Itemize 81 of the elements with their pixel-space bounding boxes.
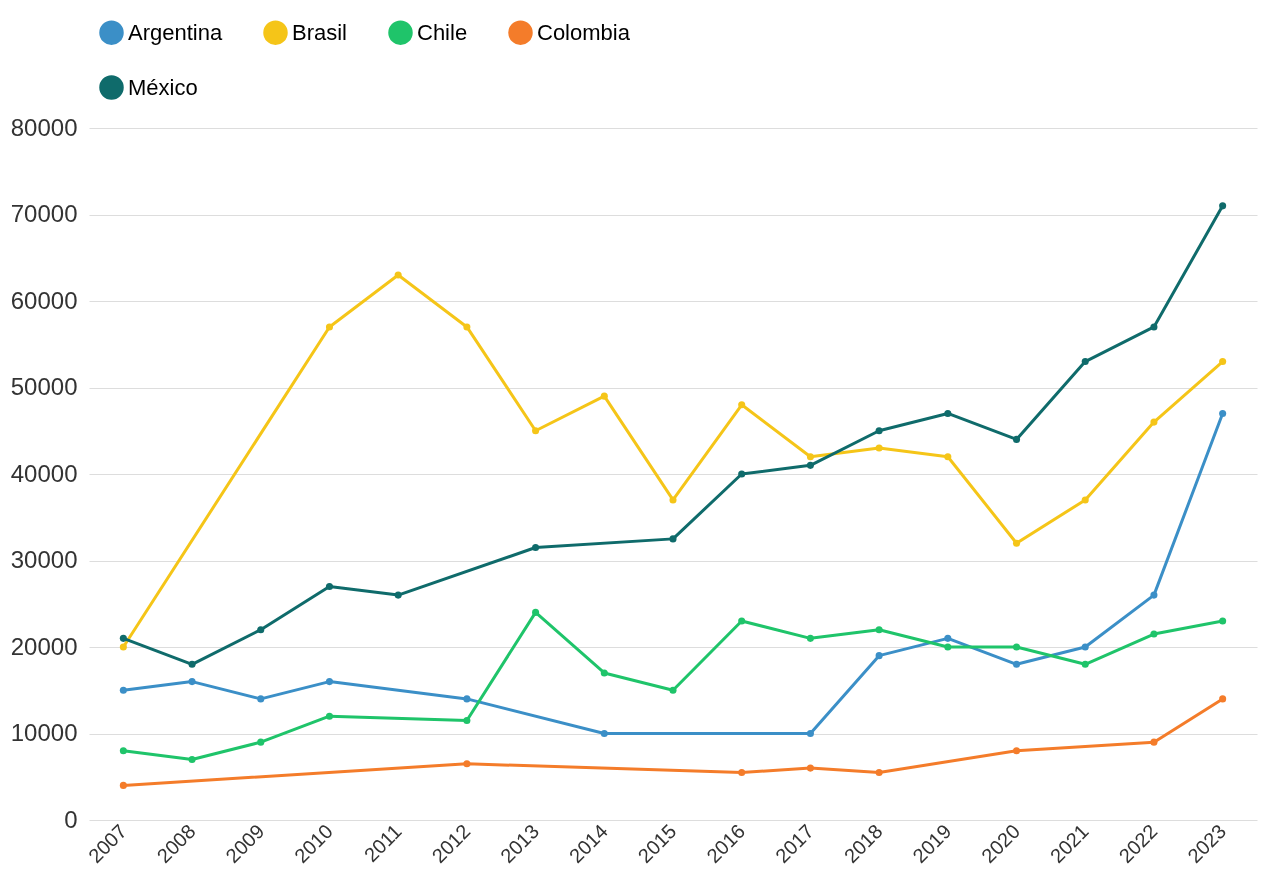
point bbox=[738, 401, 746, 409]
legend-label: Chile bbox=[417, 19, 468, 45]
point bbox=[532, 544, 540, 552]
point bbox=[532, 427, 540, 435]
point bbox=[1219, 695, 1227, 703]
point bbox=[1081, 643, 1089, 651]
point bbox=[875, 652, 883, 660]
legend-label: Argentina bbox=[128, 19, 223, 45]
point bbox=[1219, 617, 1227, 625]
point bbox=[325, 582, 334, 590]
point bbox=[532, 608, 540, 616]
point bbox=[463, 323, 471, 331]
point bbox=[463, 695, 471, 703]
point bbox=[325, 678, 334, 686]
point bbox=[600, 729, 608, 738]
point bbox=[1012, 660, 1021, 668]
point bbox=[875, 768, 883, 776]
point bbox=[738, 617, 746, 625]
point bbox=[188, 660, 196, 668]
point bbox=[119, 747, 127, 755]
point bbox=[1150, 418, 1158, 426]
point bbox=[463, 717, 471, 725]
point bbox=[738, 768, 746, 776]
point bbox=[188, 678, 196, 686]
point bbox=[1012, 435, 1021, 443]
point bbox=[944, 409, 952, 417]
point bbox=[1219, 358, 1227, 366]
point bbox=[806, 764, 814, 772]
point bbox=[669, 686, 677, 694]
y-tick-label: 70000 bbox=[10, 200, 78, 227]
point bbox=[944, 634, 952, 642]
point bbox=[119, 686, 127, 694]
point bbox=[1012, 643, 1021, 651]
point bbox=[600, 392, 608, 400]
point bbox=[325, 323, 334, 331]
point bbox=[325, 712, 334, 720]
point bbox=[257, 695, 265, 703]
point bbox=[806, 634, 814, 642]
point bbox=[1219, 409, 1227, 417]
point bbox=[1081, 496, 1089, 504]
y-tick-label: 30000 bbox=[10, 546, 78, 573]
legend-label: Colombia bbox=[537, 19, 631, 45]
point bbox=[1012, 539, 1021, 547]
point bbox=[669, 535, 677, 543]
point bbox=[119, 634, 127, 642]
point bbox=[806, 729, 814, 738]
point bbox=[1081, 358, 1089, 366]
point bbox=[257, 626, 265, 634]
point bbox=[875, 626, 883, 634]
point bbox=[1012, 747, 1021, 755]
point bbox=[394, 271, 402, 279]
point bbox=[1150, 323, 1158, 331]
y-tick-label: 60000 bbox=[10, 286, 78, 314]
point bbox=[875, 444, 883, 452]
point bbox=[463, 760, 471, 768]
legend-label: Brasil bbox=[292, 19, 348, 45]
y-tick-label: 40000 bbox=[10, 459, 78, 487]
point bbox=[806, 461, 814, 469]
point bbox=[944, 453, 952, 461]
point bbox=[1219, 202, 1227, 210]
point bbox=[669, 496, 677, 504]
point bbox=[1150, 591, 1158, 599]
y-tick-label: 10000 bbox=[10, 719, 78, 746]
point bbox=[944, 643, 952, 651]
point bbox=[1150, 630, 1158, 638]
point bbox=[119, 781, 127, 789]
y-tick-label: 80000 bbox=[10, 113, 78, 141]
point bbox=[119, 643, 127, 651]
point bbox=[806, 453, 814, 461]
point bbox=[394, 591, 402, 599]
legend-label: México bbox=[128, 74, 198, 100]
point bbox=[1150, 738, 1158, 746]
y-tick-label: 0 bbox=[64, 805, 78, 833]
y-tick-label: 50000 bbox=[10, 373, 78, 400]
point bbox=[1081, 660, 1089, 668]
point bbox=[738, 470, 746, 478]
point bbox=[257, 738, 265, 746]
point bbox=[188, 755, 196, 763]
y-tick-label: 20000 bbox=[10, 632, 78, 660]
point bbox=[600, 669, 608, 677]
point bbox=[875, 427, 883, 435]
